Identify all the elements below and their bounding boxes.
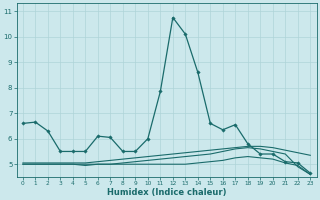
X-axis label: Humidex (Indice chaleur): Humidex (Indice chaleur) — [107, 188, 226, 197]
